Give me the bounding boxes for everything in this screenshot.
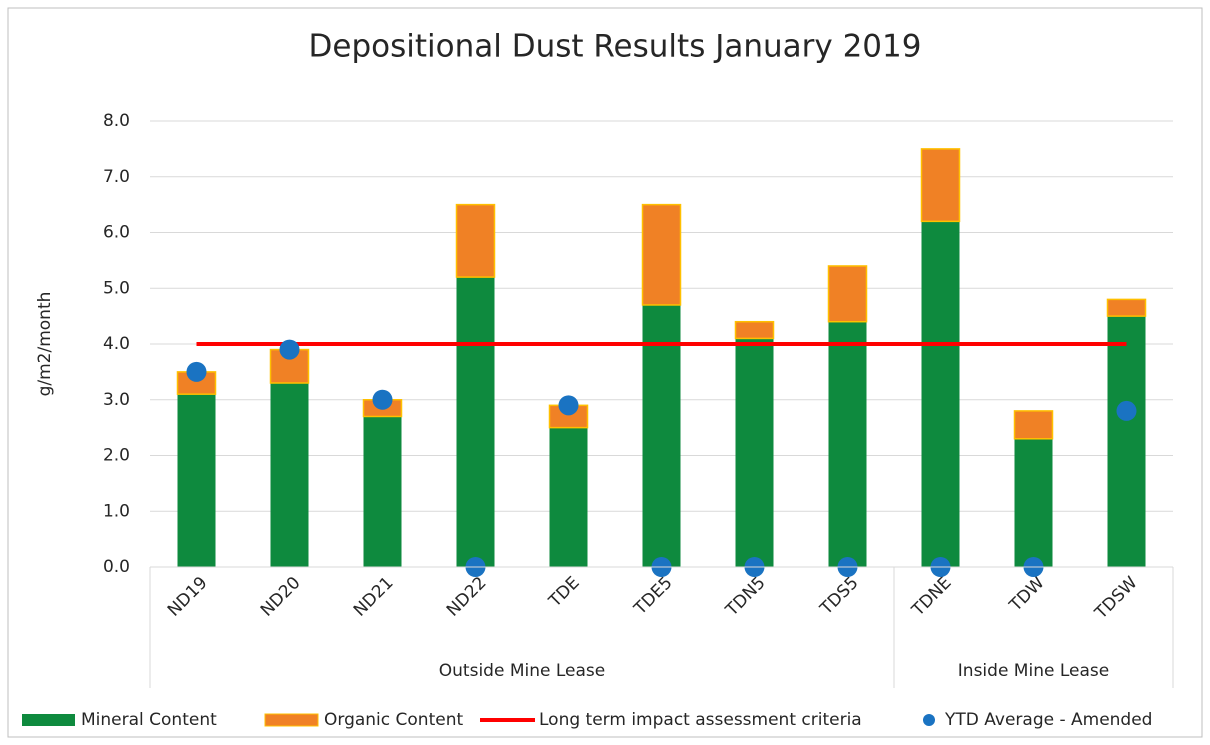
group-label: Inside Mine Lease (958, 661, 1109, 681)
bar (1013, 410, 1054, 440)
chart-title: Depositional Dust Results January 2019 (309, 29, 922, 65)
legend-swatch (264, 713, 319, 727)
y-axis-label: g/m2/month (35, 292, 55, 397)
legend-swatch (22, 714, 75, 726)
legend-label: Organic Content (324, 710, 463, 730)
y-tick-label: 2.0 (103, 446, 130, 466)
legend-label: YTD Average - Amended (944, 710, 1152, 730)
bar (920, 148, 961, 223)
bar (735, 338, 774, 567)
ytd-dot (186, 361, 207, 382)
group-label: Outside Mine Lease (439, 661, 605, 681)
y-tick-label: 3.0 (103, 390, 130, 410)
bar (1107, 316, 1146, 567)
ytd-dot (372, 389, 393, 410)
bar (921, 221, 960, 567)
y-tick-label: 5.0 (103, 278, 130, 298)
bar (363, 416, 402, 567)
bar (177, 394, 216, 567)
bar (642, 304, 681, 567)
bar (827, 265, 868, 323)
y-tick-label: 0.0 (103, 557, 130, 577)
ytd-dot (558, 395, 579, 416)
bar (1014, 438, 1053, 567)
bar (456, 277, 495, 567)
legend-label: Mineral Content (81, 710, 217, 730)
bar (1106, 298, 1147, 317)
legend-label: Long term impact assessment criteria (539, 710, 862, 730)
y-tick-label: 4.0 (103, 334, 130, 354)
bar (734, 320, 775, 340)
legend-swatch (923, 714, 935, 726)
bar (455, 203, 496, 278)
ytd-dot (1116, 400, 1137, 421)
ytd-dot (279, 339, 300, 360)
bar (270, 383, 309, 567)
bar (549, 427, 588, 567)
y-tick-label: 7.0 (103, 167, 130, 187)
y-tick-label: 8.0 (103, 111, 130, 131)
y-tick-label: 1.0 (103, 501, 130, 521)
y-tick-label: 6.0 (103, 223, 130, 243)
bar (828, 321, 867, 567)
bar (641, 203, 682, 306)
